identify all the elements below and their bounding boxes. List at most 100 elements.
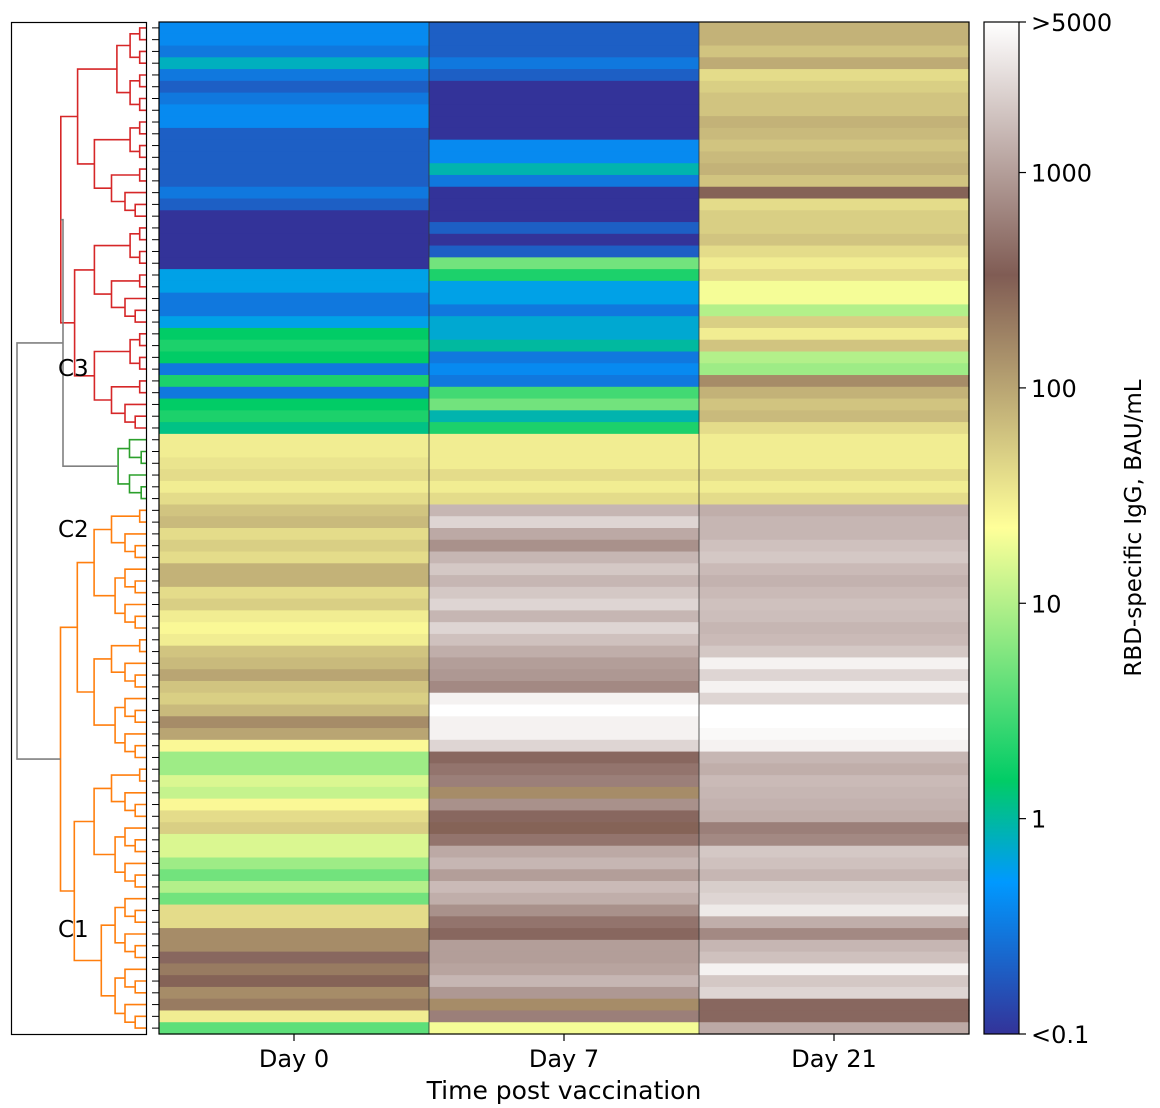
heatmap-cell (699, 92, 970, 105)
heatmap-cell (159, 233, 430, 247)
heatmap-cell (159, 716, 430, 729)
heatmap-cell (699, 398, 970, 411)
heatmap-cell (429, 80, 700, 94)
heatmap-cell (429, 457, 700, 470)
heatmap-cell (429, 186, 700, 200)
heatmap-cell (159, 245, 430, 258)
heatmap-cell (429, 422, 700, 435)
heatmap-cell (159, 563, 430, 576)
heatmap-cell (699, 998, 970, 1012)
heatmap-cell (159, 645, 430, 659)
heatmap-cell (429, 539, 700, 553)
heatmap-cell (699, 610, 970, 623)
heatmap-cell (159, 57, 430, 70)
heatmap-cell (159, 257, 430, 270)
heatmap-cell (429, 998, 700, 1012)
heatmap-cell (159, 469, 430, 482)
heatmap-cell (429, 386, 700, 400)
heatmap-cell (159, 104, 430, 117)
heatmap-cell (699, 116, 970, 129)
heatmap-cell (429, 951, 700, 964)
heatmap-cell (699, 504, 970, 517)
heatmap-cell (429, 222, 700, 235)
heatmap-cell (159, 163, 430, 176)
dendrogram-branch (134, 415, 146, 429)
colorbar-tick-label: >5000 (1031, 9, 1112, 37)
heatmap-cell (159, 186, 430, 200)
heatmap-cell (429, 410, 700, 423)
heatmap-cell (159, 92, 430, 105)
heatmap-cell (429, 728, 700, 741)
heatmap-cell (699, 410, 970, 423)
heatmap-cell (159, 22, 430, 35)
dendrogram-frame (10, 21, 148, 1036)
dendrogram-branch (138, 27, 146, 41)
dendrogram-branch (134, 709, 146, 723)
heatmap-cell (429, 551, 700, 564)
heatmap-cell (159, 622, 430, 635)
heatmap-cell (699, 292, 970, 306)
heatmap-cell (699, 939, 970, 953)
x-axis: Day 0 Day 7 Day 21 (259, 1034, 877, 1073)
heatmap-cell (159, 822, 430, 835)
heatmap-cell (159, 422, 430, 435)
heatmap-cell (699, 657, 970, 670)
heatmap-cell (159, 375, 430, 388)
heatmap-cell (159, 280, 430, 294)
heatmap-cell (429, 516, 700, 529)
dendrogram-branch (138, 333, 146, 347)
heatmap-cell (159, 222, 430, 235)
heatmap-cell (429, 975, 700, 988)
heatmap-cell (159, 963, 430, 976)
x-tick-label: Day 7 (529, 1045, 599, 1073)
heatmap-cell (699, 422, 970, 435)
heatmap-cell (699, 69, 970, 82)
heatmap-cell (429, 939, 700, 953)
colorbar-tick-label: 1000 (1031, 160, 1092, 188)
dendrogram-branch (138, 768, 146, 782)
heatmap-cell (429, 739, 700, 753)
heatmap-cell (159, 339, 430, 353)
heatmap-cell (159, 704, 430, 717)
heatmap-cell (699, 586, 970, 600)
heatmap-cell (699, 575, 970, 588)
colorbar: <0.1 1 10 100 1000 >5000 (983, 9, 1112, 1049)
heatmap-cell (699, 127, 970, 141)
heatmap-cell (429, 116, 700, 129)
heatmap-cell (429, 163, 700, 176)
heatmap-cell (429, 669, 700, 682)
heatmap-cell (429, 1010, 700, 1023)
dendrogram-branch (138, 121, 146, 135)
heatmap-cell (159, 669, 430, 682)
heatmap-cell (429, 469, 700, 482)
heatmap-cell (429, 269, 700, 282)
dendrogram-branch (129, 33, 140, 59)
heatmap-cell (429, 139, 700, 153)
heatmap-cell (699, 916, 970, 929)
heatmap-cell (699, 704, 970, 717)
heatmap-cell (429, 692, 700, 706)
heatmap-cell (159, 763, 430, 776)
heatmap-cell (699, 139, 970, 153)
dendrogram-branch (138, 250, 146, 264)
heatmap-cell (429, 680, 700, 694)
heatmap-cell (429, 916, 700, 929)
heatmap (158, 21, 970, 1035)
heatmap-cell (429, 480, 700, 494)
dendrogram-branch (114, 977, 125, 1015)
row-ticks (152, 27, 159, 1029)
heatmap-cell (159, 398, 430, 411)
heatmap-cell (429, 433, 700, 447)
heatmap-cell (699, 1010, 970, 1023)
heatmap-cell (429, 857, 700, 870)
heatmap-cell (699, 622, 970, 635)
heatmap-cell (429, 775, 700, 788)
dendrogram-branch (134, 309, 146, 323)
heatmap-cell (699, 186, 970, 200)
heatmap-cell (159, 692, 430, 706)
heatmap-cell (699, 280, 970, 294)
heatmap-cell (159, 410, 430, 423)
heatmap-cell (699, 445, 970, 458)
heatmap-cell (159, 80, 430, 94)
heatmap-cell (429, 316, 700, 329)
